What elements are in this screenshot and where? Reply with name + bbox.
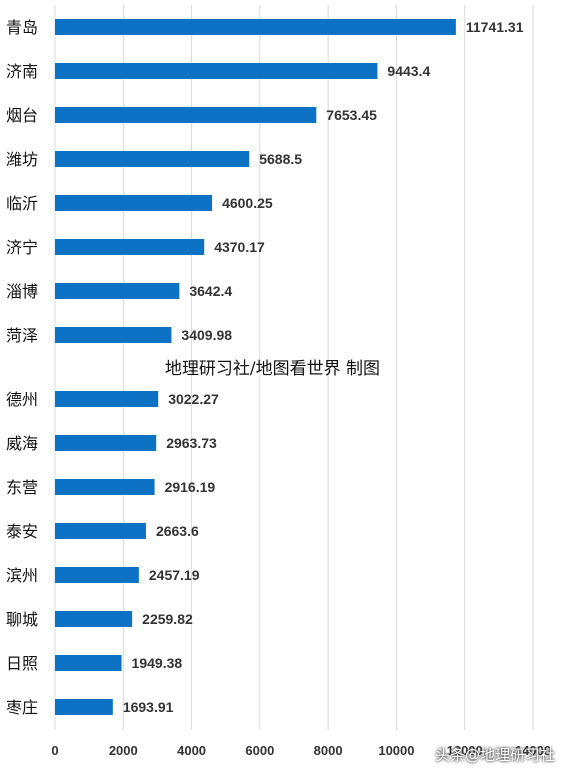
category-label: 菏泽 xyxy=(6,326,38,345)
bar xyxy=(55,19,456,35)
data-label: 1693.91 xyxy=(123,699,174,715)
x-tick-label: 0 xyxy=(51,743,58,758)
data-label: 7653.45 xyxy=(326,107,377,123)
category-label: 淄博 xyxy=(6,282,38,301)
bar xyxy=(55,327,172,343)
bar xyxy=(55,567,139,583)
value-labels: 11741.31 9443.4 7653.45 5688.5 4600.25 4370.1… xyxy=(123,19,524,715)
x-tick-label: 6000 xyxy=(245,743,274,758)
bar xyxy=(55,63,378,79)
bar xyxy=(55,611,133,627)
watermark: 头条@地理研习社 xyxy=(434,746,555,764)
data-label: 2916.19 xyxy=(165,479,216,495)
data-label: 3642.4 xyxy=(189,283,232,299)
bar xyxy=(55,239,205,255)
category-label: 威海 xyxy=(6,434,38,453)
category-label: 枣庄 xyxy=(6,698,38,717)
category-label: 聊城 xyxy=(6,610,38,629)
bar xyxy=(55,435,157,451)
bar xyxy=(55,699,113,715)
category-label: 青岛 xyxy=(6,18,38,37)
data-label: 4370.17 xyxy=(214,239,265,255)
x-axis-ticks: 0 2000 4000 6000 8000 10000 12000 14000 xyxy=(51,743,551,758)
data-label: 1949.38 xyxy=(132,655,183,671)
x-tick-label: 4000 xyxy=(177,743,206,758)
category-label: 滨州 xyxy=(6,566,38,585)
category-label: 济宁 xyxy=(6,238,38,257)
bar xyxy=(55,655,122,671)
category-label: 潍坊 xyxy=(6,150,38,169)
chart-annotation: 地理研习社/地图看世界 制图 xyxy=(164,359,381,379)
data-label: 11741.31 xyxy=(466,19,524,35)
data-label: 2663.6 xyxy=(156,523,199,539)
bar xyxy=(55,107,317,123)
x-tick-label: 8000 xyxy=(314,743,343,758)
bar xyxy=(55,151,250,167)
category-label: 东营 xyxy=(6,478,38,497)
bar xyxy=(55,283,180,299)
data-label: 3409.98 xyxy=(181,327,232,343)
category-label: 日照 xyxy=(6,654,38,673)
data-label: 5688.5 xyxy=(259,151,302,167)
x-tick-label: 12000 xyxy=(447,743,483,758)
category-label: 烟台 xyxy=(6,106,38,125)
data-label: 4600.25 xyxy=(222,195,273,211)
category-label: 德州 xyxy=(6,390,38,409)
grid-lines xyxy=(54,5,534,730)
category-label: 济南 xyxy=(6,62,38,81)
category-label: 泰安 xyxy=(6,522,38,541)
bar xyxy=(55,479,155,495)
bar xyxy=(55,523,146,539)
data-label: 2457.19 xyxy=(149,567,200,583)
data-label: 3022.27 xyxy=(168,391,219,407)
data-label: 2259.82 xyxy=(142,611,193,627)
x-tick-label: 10000 xyxy=(378,743,414,758)
category-label: 临沂 xyxy=(6,194,38,213)
data-label: 9443.4 xyxy=(387,63,430,79)
data-label: 2963.73 xyxy=(166,435,217,451)
bars xyxy=(55,19,456,715)
x-tick-label: 14000 xyxy=(515,743,551,758)
x-tick-label: 2000 xyxy=(109,743,138,758)
bar xyxy=(55,195,213,211)
bar xyxy=(55,391,159,407)
